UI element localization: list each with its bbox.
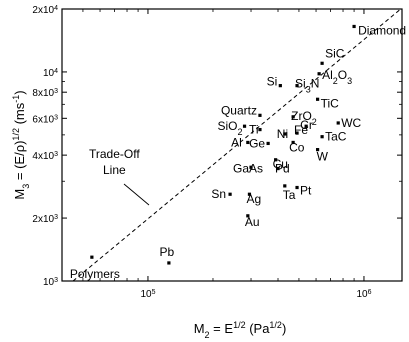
point-label: Pd (275, 162, 290, 176)
point-label: W (317, 150, 329, 164)
trade-off-line-group: Trade-Off Line (72, 8, 402, 282)
data-point (228, 192, 232, 196)
data-point (320, 135, 324, 139)
y-tick-label: 2x103 (32, 214, 58, 226)
point-label: Co (289, 140, 305, 154)
point-label: Ti (249, 123, 259, 137)
point-label: ZrO2 (291, 109, 317, 127)
data-point (258, 127, 262, 132)
point-label: Fe (294, 123, 308, 137)
trade-off-line (72, 8, 402, 282)
point-label: Pt (300, 184, 312, 198)
point-label: Ag (246, 192, 261, 206)
data-point (276, 166, 280, 171)
point-label: GaAs (233, 161, 263, 175)
data-point (295, 84, 299, 88)
data-point (283, 184, 287, 188)
point-label: TaC (325, 130, 347, 144)
y-axis-title: M3 = (E/ρ)1/2 (ms-1) (11, 90, 31, 199)
point-label: WC (341, 116, 361, 130)
y-tick-label: 8x103 (32, 88, 58, 100)
data-point (315, 148, 320, 152)
data-point (247, 192, 252, 196)
point-label: SiC (325, 46, 345, 60)
point-label: SiO2 (218, 119, 243, 137)
point-label: Ta (283, 188, 296, 202)
data-point (246, 214, 250, 218)
data-point (304, 124, 308, 128)
data-point (242, 124, 247, 128)
data-points (90, 24, 356, 265)
point-label: Si (267, 75, 278, 89)
point-label: Si3N (295, 77, 319, 95)
point-label: Polymers (70, 267, 120, 281)
trade-off-label: Trade-Off Line (89, 147, 140, 177)
y-tick-label: 2x104 (32, 5, 58, 17)
data-point (249, 165, 253, 169)
data-point (291, 115, 295, 119)
y-tick-label: 104 (43, 67, 58, 79)
data-point (336, 121, 340, 125)
axis-ticks: 103 2x103 4x103 6x103 8x103 104 2x104 105 106 (32, 5, 402, 301)
point-label: Cu (273, 157, 288, 171)
point-label: TiC (321, 96, 340, 110)
data-point (320, 61, 324, 65)
y-tick-label: 6x103 (32, 114, 58, 126)
point-label: Sn (211, 187, 226, 201)
point-label: Quartz (221, 103, 257, 117)
point-label: Cr (300, 118, 313, 132)
data-point (246, 140, 250, 145)
data-point (278, 84, 282, 88)
data-point (317, 72, 321, 76)
data-point (352, 24, 356, 29)
y-tick-label: 4x103 (32, 151, 58, 163)
x-axis-title: M2 = E1/2 (Pa1/2) (194, 320, 287, 340)
point-label: Al2O3 (322, 68, 352, 86)
y-tick-label: 103 (43, 277, 58, 289)
data-point (266, 141, 270, 146)
x-tick-label: 106 (356, 289, 371, 301)
data-point (295, 185, 299, 190)
point-label: Al (231, 135, 242, 149)
plot-border (61, 8, 403, 282)
data-point (274, 158, 278, 162)
point-label: Au (245, 215, 260, 229)
data-point (315, 97, 320, 101)
plot-frame (61, 8, 403, 282)
point-label: Ge (249, 136, 265, 150)
data-point (90, 255, 94, 259)
trade-off-pointer (123, 183, 150, 206)
data-point (291, 140, 295, 145)
point-label: Pb (160, 245, 175, 259)
data-point (283, 132, 287, 136)
point-label: Diamond (358, 23, 406, 37)
data-point (167, 261, 171, 265)
x-tick-label: 105 (140, 289, 155, 301)
data-point (295, 131, 299, 135)
axis-titles: M2 = E1/2 (Pa1/2) M3 = (E/ρ)1/2 (ms-1) (11, 90, 286, 340)
point-label: Ni (277, 127, 288, 141)
data-point (258, 113, 262, 117)
